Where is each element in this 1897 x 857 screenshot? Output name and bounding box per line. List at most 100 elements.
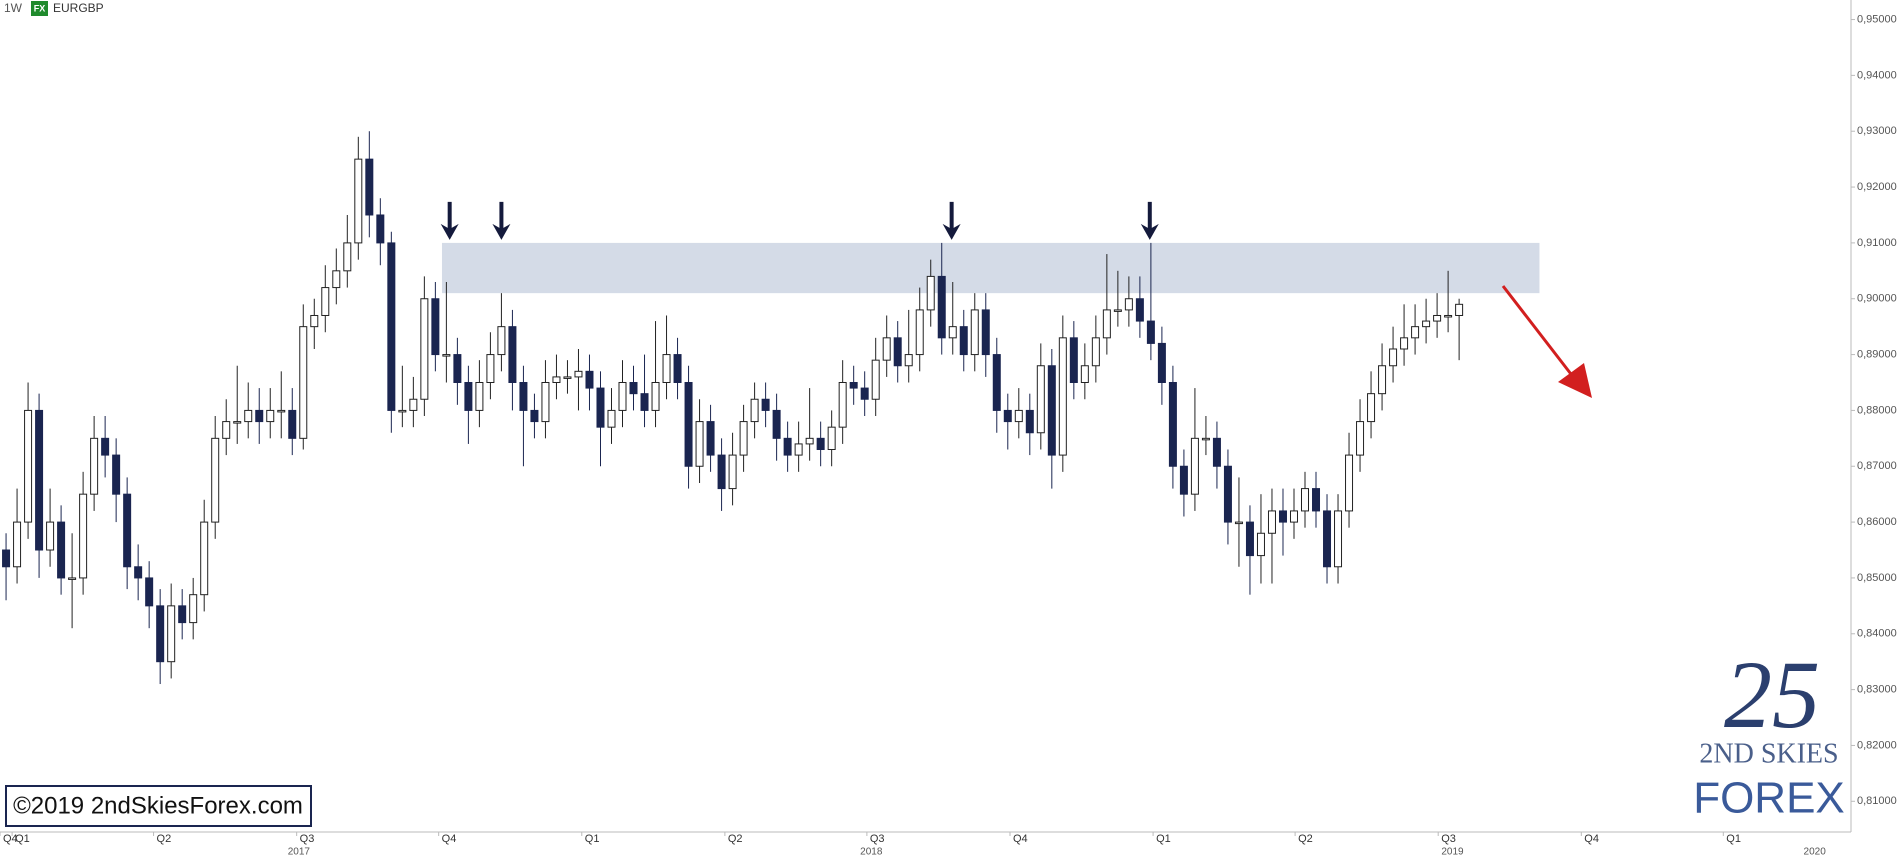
candle-body: [1323, 510, 1332, 568]
candle-body: [1378, 365, 1387, 395]
candle-body: [332, 270, 341, 289]
logo-mark: 25: [1724, 641, 1820, 748]
year-label: 2019: [1441, 847, 1464, 857]
logo-line2: FOREX: [1693, 774, 1845, 823]
logo: 25 2ND SKIES FOREX: [1693, 641, 1845, 823]
test-arrow: [942, 201, 961, 240]
candle-body: [1367, 393, 1376, 423]
candle-body: [772, 409, 781, 439]
candle-body: [1157, 342, 1166, 383]
x-tick-label: Q1: [15, 833, 30, 845]
candle-body: [1422, 320, 1431, 328]
arrow-head: [1558, 363, 1592, 398]
candle-body: [563, 376, 572, 379]
x-tick-label: Q2: [157, 833, 172, 845]
candle-body: [816, 437, 825, 451]
candle-body: [992, 354, 1001, 411]
candle-body: [970, 309, 979, 356]
copyright: ©2019 2ndSkiesForex.com: [13, 792, 303, 819]
x-tick-label: Q2: [1298, 833, 1313, 845]
y-tick-label: 0,92000: [1857, 181, 1897, 193]
candle-body: [156, 605, 165, 663]
candle-body: [1278, 510, 1287, 523]
candle-body: [343, 242, 352, 272]
symbol: EURGBP: [53, 1, 104, 15]
candle-body: [1312, 488, 1321, 512]
candle-body: [750, 398, 759, 423]
candle-body: [90, 437, 99, 495]
year-label: 2017: [288, 847, 311, 857]
candle-body: [860, 387, 869, 400]
candle-body: [673, 354, 682, 383]
y-tick-label: 0,82000: [1857, 739, 1897, 751]
candle-body: [244, 409, 253, 423]
y-tick-label: 0,94000: [1857, 69, 1897, 81]
candle-body: [354, 158, 363, 244]
header: 1W FX EURGBP: [4, 1, 104, 16]
candle-body: [310, 314, 319, 328]
candle-body: [123, 493, 132, 568]
candle-body: [1411, 326, 1420, 339]
candle-body: [431, 298, 440, 356]
candle-body: [68, 577, 77, 580]
candle-body: [1102, 309, 1111, 339]
candle-body: [1124, 298, 1133, 311]
candle-body: [1025, 409, 1034, 434]
y-tick-label: 0,86000: [1857, 516, 1897, 528]
candle-body: [1400, 337, 1409, 350]
candle-body: [1455, 303, 1464, 316]
candle-body: [794, 443, 803, 456]
candle-body: [1433, 314, 1442, 322]
y-tick-label: 0,84000: [1857, 628, 1897, 640]
candle-body: [662, 354, 671, 383]
candle-body: [926, 275, 935, 311]
candle-body: [1245, 521, 1254, 557]
candle-body: [1113, 309, 1122, 312]
projection-arrow: [1501, 285, 1592, 398]
candle-body: [464, 381, 473, 411]
candle-body: [145, 577, 154, 607]
candle-body: [684, 381, 693, 467]
x-tick-label: Q3: [300, 833, 315, 845]
logo-line1: 2ND SKIES: [1699, 738, 1838, 769]
candle-body: [35, 409, 44, 551]
candle-body: [2, 549, 11, 568]
candle-body: [420, 298, 429, 400]
x-tick-label: Q1: [1156, 833, 1171, 845]
candle-body: [1389, 348, 1398, 367]
candle-body: [629, 381, 638, 395]
candle-body: [1168, 381, 1177, 467]
candle-body: [398, 409, 407, 413]
y-tick-label: 0,87000: [1857, 460, 1897, 472]
candle-body: [849, 381, 858, 389]
candle-body: [915, 309, 924, 356]
candle-body: [1256, 532, 1265, 557]
candle-body: [827, 426, 836, 451]
badge: FX: [34, 3, 46, 13]
candle-body: [640, 393, 649, 411]
y-tick-label: 0,88000: [1857, 404, 1897, 416]
candle-layer: [2, 131, 1464, 685]
zone-layer: [441, 242, 1540, 294]
candle-body: [1003, 409, 1012, 423]
candle-body: [541, 381, 550, 423]
y-tick-label: 0,91000: [1857, 237, 1897, 249]
x-tick-label: Q1: [585, 833, 600, 845]
candle-body: [1047, 365, 1056, 456]
candle-body: [46, 521, 55, 551]
candle-body: [585, 370, 594, 389]
candle-body: [1014, 409, 1023, 423]
candle-body: [838, 381, 847, 428]
x-tick-label: Q3: [1441, 833, 1456, 845]
candle-body: [783, 437, 792, 456]
candle-body: [453, 354, 462, 383]
y-tick-label: 0,89000: [1857, 348, 1897, 360]
x-tick-label: Q3: [870, 833, 885, 845]
candle-body: [717, 454, 726, 490]
candle-body: [365, 158, 374, 216]
x-tick-label: Q1: [1726, 833, 1741, 845]
badge-bg: [31, 1, 48, 16]
copyright-box: ©2019 2ndSkiesForex.com: [5, 785, 312, 827]
candle-body: [882, 337, 891, 361]
